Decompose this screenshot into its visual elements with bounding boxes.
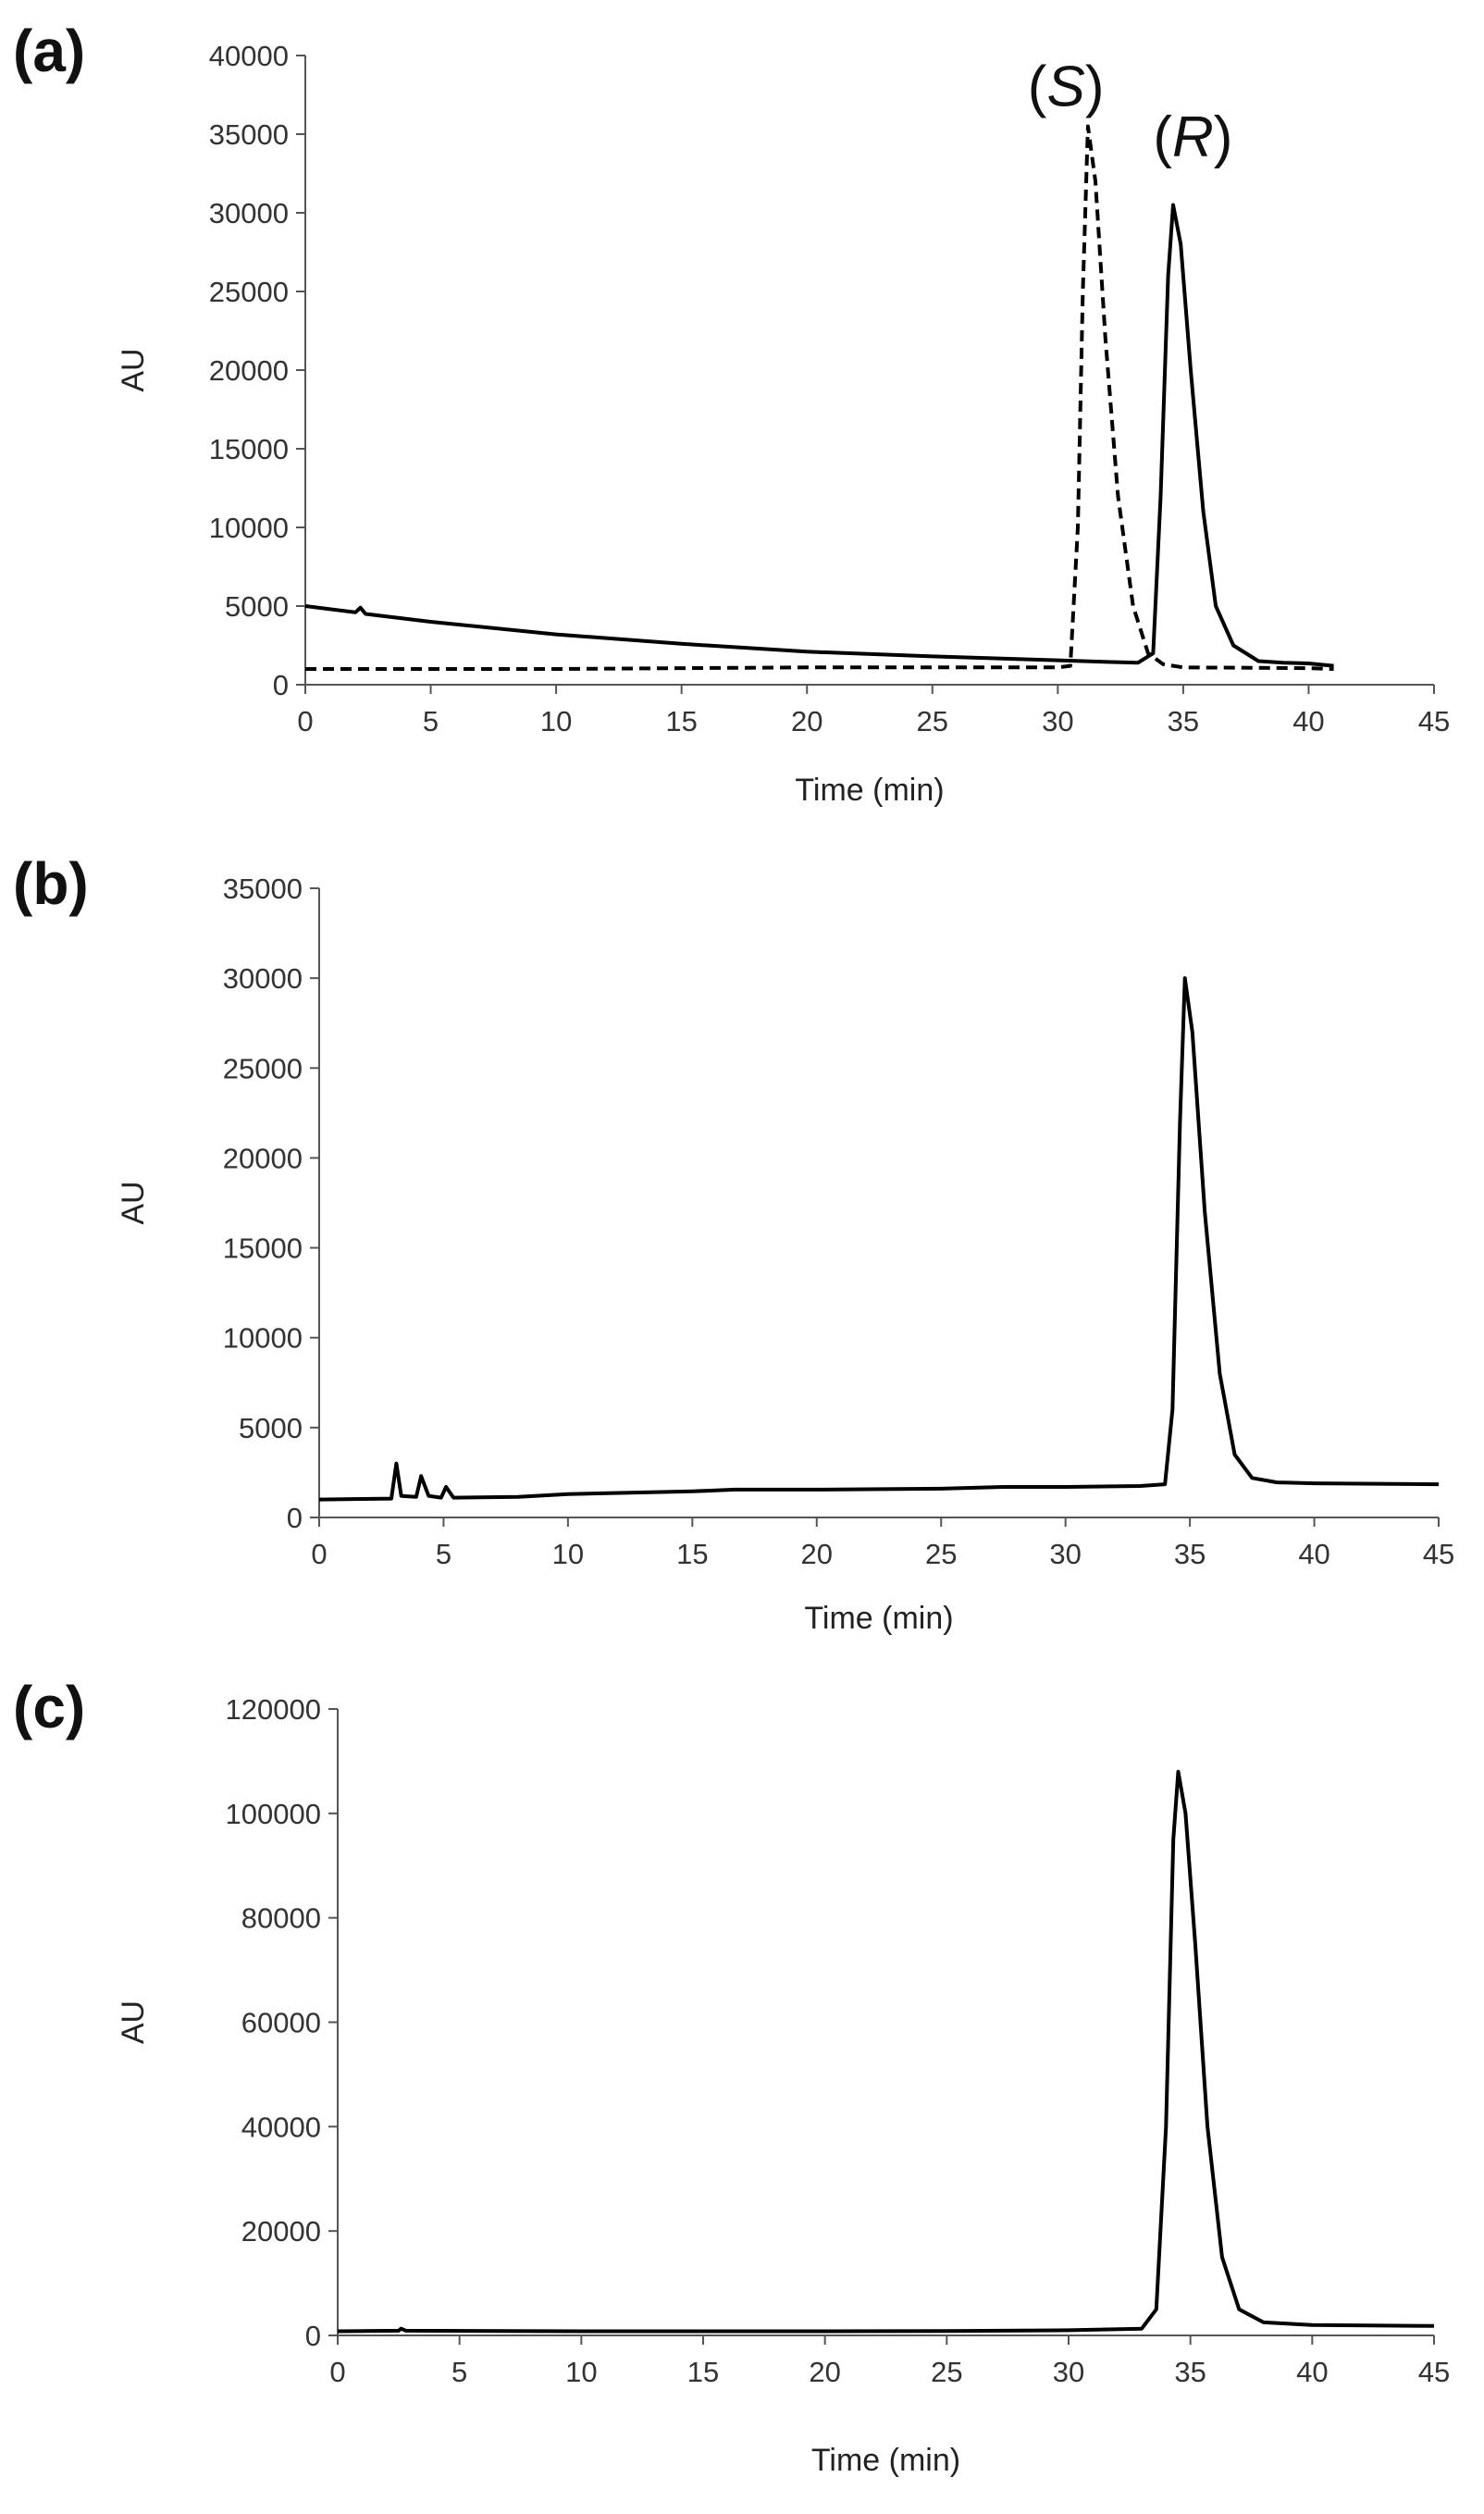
y-tick-label: 0 (287, 1502, 303, 1534)
y-tick-label: 80000 (241, 1902, 321, 1935)
y-tick-label: 25000 (223, 1052, 303, 1084)
x-tick-label: 5 (423, 705, 439, 737)
y-tick-label: 30000 (223, 962, 303, 995)
y-tick-label: 20000 (223, 1142, 303, 1174)
panel-label: (a) (13, 18, 86, 84)
chart-a: 0 5000 10000 15000 20000 25000 30000 35000 40000… (116, 40, 1450, 808)
peak-annotation: (S) (1028, 55, 1105, 118)
y-tick-label: 100000 (226, 1798, 321, 1830)
chart-c: 0 20000 40000 60000 80000 100000 120000 0 5 10 15 2… (116, 1693, 1450, 2478)
x-tick-label: 25 (925, 1538, 957, 1570)
y-tick-label: 20000 (241, 2215, 321, 2248)
x-tick-label: 40 (1296, 2356, 1328, 2388)
x-tick-label: 5 (436, 1538, 451, 1570)
y-tick-label: 0 (273, 669, 289, 701)
x-tick-label: 35 (1174, 2356, 1206, 2388)
x-tick-label: 20 (809, 2356, 840, 2388)
x-tick-label: 30 (1049, 1538, 1081, 1570)
x-tick-label: 40 (1298, 1538, 1329, 1570)
peak-annotation: (R) (1153, 105, 1232, 169)
y-tick-label: 40000 (241, 2111, 321, 2143)
x-tick-label: 25 (917, 705, 948, 737)
panel-a: (a) 0 5000 10000 15000 20000 25000 30000 35000 4… (0, 0, 1484, 833)
y-tick-label: 10000 (223, 1322, 303, 1355)
x-tick-label: 40 (1292, 705, 1324, 737)
x-axis-title: Time (min) (804, 1601, 953, 1636)
y-tick-label: 40000 (209, 40, 289, 72)
y-tick-label: 10000 (209, 512, 289, 544)
x-tick-label: 10 (552, 1538, 584, 1570)
series-line-dashed (305, 124, 1334, 671)
x-tick-label: 0 (311, 1538, 327, 1570)
x-tick-label: 30 (1042, 705, 1073, 737)
y-axis-title: AU (116, 2000, 151, 2044)
y-axis-title: AU (116, 348, 151, 391)
y-tick-label: 35000 (209, 118, 289, 151)
y-tick-label: 120000 (226, 1693, 321, 1726)
x-tick-label: 35 (1168, 705, 1199, 737)
y-tick-label: 30000 (209, 197, 289, 229)
x-tick-label: 35 (1174, 1538, 1206, 1570)
x-tick-label: 45 (1418, 2356, 1450, 2388)
x-tick-label: 15 (665, 705, 697, 737)
x-tick-label: 0 (329, 2356, 345, 2388)
y-tick-label: 35000 (223, 873, 303, 905)
x-axis-title: Time (min) (811, 2443, 960, 2478)
chart-b: 0 5000 10000 15000 20000 25000 30000 35000 0 5 10 1… (116, 873, 1454, 1636)
y-tick-label: 20000 (209, 354, 289, 387)
series-line-solid (304, 203, 1334, 668)
y-tick-label: 15000 (223, 1232, 303, 1265)
x-tick-label: 15 (687, 2356, 719, 2388)
x-tick-label: 5 (451, 2356, 467, 2388)
x-tick-label: 20 (801, 1538, 833, 1570)
x-tick-label: 30 (1053, 2356, 1084, 2388)
panel-b: (b) 0 5000 10000 15000 20000 25000 30000 35000 0… (0, 833, 1484, 1656)
y-tick-label: 5000 (225, 590, 289, 623)
x-axis-title: Time (min) (795, 773, 944, 808)
x-tick-label: 20 (791, 705, 822, 737)
x-tick-label: 15 (676, 1538, 708, 1570)
y-tick-label: 5000 (239, 1412, 303, 1444)
y-tick-label: 0 (305, 2320, 321, 2352)
x-tick-label: 0 (297, 705, 313, 737)
y-axis-title: AU (116, 1181, 151, 1224)
x-tick-label: 45 (1418, 705, 1450, 737)
y-tick-label: 60000 (241, 2007, 321, 2039)
x-tick-label: 45 (1423, 1538, 1454, 1570)
panel-c: (c) 0 20000 40000 60000 80000 100000 120000 0 5 1… (0, 1656, 1484, 2514)
series-line-solid (337, 1769, 1435, 2334)
series-line-solid (318, 976, 1440, 1502)
panel-label: (b) (13, 850, 89, 917)
panel-label: (c) (13, 1674, 86, 1740)
y-tick-label: 25000 (209, 276, 289, 308)
x-tick-label: 10 (565, 2356, 597, 2388)
y-tick-label: 15000 (209, 433, 289, 465)
x-tick-label: 10 (540, 705, 572, 737)
x-tick-label: 25 (931, 2356, 962, 2388)
